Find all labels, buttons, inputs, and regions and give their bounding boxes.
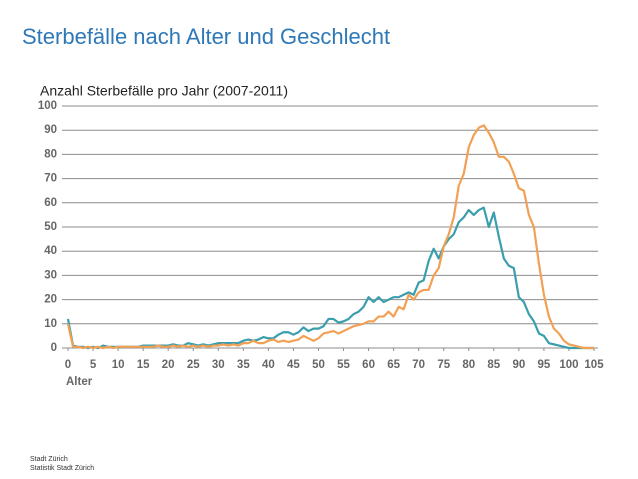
x-tick-label: 90 — [512, 359, 525, 371]
y-tick-label: 30 — [44, 269, 57, 281]
y-tick-label: 40 — [44, 245, 57, 257]
x-tick-label: 65 — [387, 359, 400, 371]
title: Sterbefälle nach Alter und Geschlecht — [22, 24, 390, 49]
y-tick-label: 60 — [44, 197, 57, 209]
x-tick-label: 5 — [90, 359, 97, 371]
x-tick-label: 35 — [237, 359, 250, 371]
x-tick-label: 25 — [187, 359, 200, 371]
x-tick-label: 70 — [412, 359, 425, 371]
x-tick-label: 10 — [112, 359, 125, 371]
y-tick-label: 70 — [44, 173, 57, 185]
subtitle: Anzahl Sterbefälle pro Jahr (2007-2011) — [40, 83, 288, 99]
y-tick-label: 20 — [44, 294, 57, 306]
series-line — [66, 206, 594, 350]
x-tick-label: 75 — [437, 359, 450, 371]
y-tick-label: 50 — [44, 221, 57, 233]
x-tick-label: 100 — [559, 359, 578, 371]
x-tick-label: 80 — [462, 359, 475, 371]
x-tick-label: 40 — [262, 359, 275, 371]
x-tick-label: 30 — [212, 359, 225, 371]
x-tick-label: 0 — [65, 359, 71, 371]
x-tick-label: 20 — [162, 359, 175, 371]
footer-line: Stadt Zürich — [30, 456, 68, 463]
y-tick-label: 80 — [44, 148, 57, 160]
y-tick-label: 90 — [44, 124, 57, 136]
x-tick-label: 105 — [584, 359, 604, 371]
x-tick-label: 55 — [337, 359, 350, 371]
y-tick-label: 100 — [38, 100, 57, 112]
x-tick-label: 15 — [137, 359, 150, 371]
footer-line: Statistik Stadt Zürich — [30, 465, 94, 472]
x-tick-label: 45 — [287, 359, 300, 371]
x-tick-label: 95 — [538, 359, 551, 371]
x-tick-label: 50 — [312, 359, 325, 371]
series-line — [66, 124, 594, 350]
x-tick-label: 85 — [487, 359, 500, 371]
y-tick-label: 0 — [51, 342, 57, 354]
x-tick-label: 60 — [362, 359, 375, 371]
y-tick-label: 10 — [44, 318, 57, 330]
x-axis-label: Alter — [66, 376, 93, 388]
